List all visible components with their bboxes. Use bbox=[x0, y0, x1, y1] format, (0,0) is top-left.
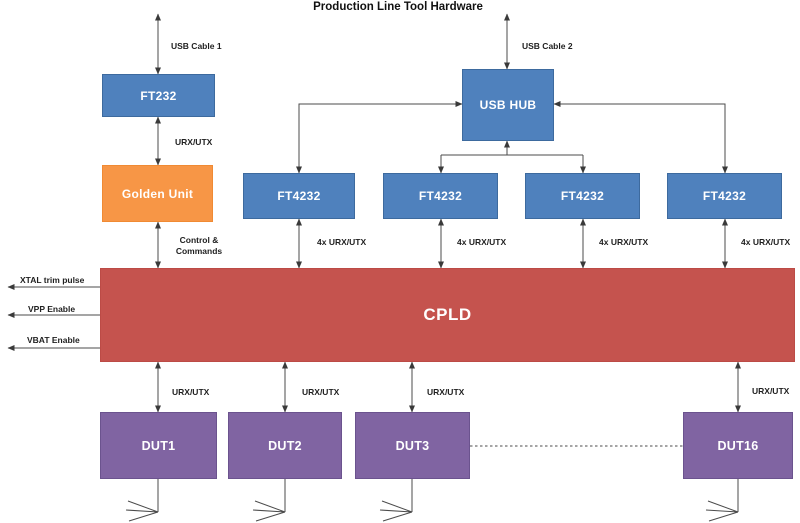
label-4x-urx-utx-3: 4x URX/UTX bbox=[599, 237, 649, 247]
node-ft232: FT232 bbox=[102, 74, 215, 117]
label-control-line1: Control & bbox=[179, 235, 219, 245]
label-vpp-enable: VPP Enable bbox=[28, 304, 76, 314]
label-urx-utx-dut3: URX/UTX bbox=[427, 387, 465, 397]
node-usb-hub: USB HUB bbox=[462, 69, 554, 141]
node-cpld: CPLD bbox=[100, 268, 795, 362]
label-usb-cable-2: USB Cable 2 bbox=[522, 41, 573, 51]
label-4x-urx-utx-2: 4x URX/UTX bbox=[457, 237, 507, 247]
node-ft4232-2: FT4232 bbox=[383, 173, 498, 219]
label-usb-cable-1: USB Cable 1 bbox=[171, 41, 222, 51]
ground-symbol-dut1 bbox=[125, 479, 159, 522]
diagram-title: Production Line Tool Hardware bbox=[313, 1, 483, 13]
node-golden-unit: Golden Unit bbox=[102, 165, 213, 222]
node-dut3: DUT3 bbox=[355, 412, 470, 479]
label-4x-urx-utx-1: 4x URX/UTX bbox=[317, 237, 367, 247]
label-vbat-enable: VBAT Enable bbox=[27, 335, 80, 345]
label-urx-utx-dut2: URX/UTX bbox=[302, 387, 340, 397]
ground-symbol-dut2 bbox=[252, 479, 286, 522]
label-control-line2: Commands bbox=[175, 246, 223, 256]
ground-symbol-dut16 bbox=[705, 479, 739, 522]
label-urx-utx-ft232: URX/UTX bbox=[175, 137, 213, 147]
node-ft4232-3: FT4232 bbox=[525, 173, 640, 219]
node-dut1: DUT1 bbox=[100, 412, 217, 479]
node-ft4232-1: FT4232 bbox=[243, 173, 355, 219]
label-control-commands: Control & Commands bbox=[170, 235, 228, 257]
label-4x-urx-utx-4: 4x URX/UTX bbox=[741, 237, 791, 247]
node-ft4232-4: FT4232 bbox=[667, 173, 782, 219]
node-dut16: DUT16 bbox=[683, 412, 793, 479]
ground-symbol-dut3 bbox=[379, 479, 413, 522]
edge-usbhub-ft4232-4 bbox=[553, 101, 728, 174]
label-urx-utx-dut1: URX/UTX bbox=[172, 387, 210, 397]
edge-usbhub-ft4232-1 bbox=[296, 101, 463, 174]
label-xtal-trim-pulse: XTAL trim pulse bbox=[20, 275, 85, 285]
label-urx-utx-dut16: URX/UTX bbox=[752, 386, 790, 396]
node-dut2: DUT2 bbox=[228, 412, 342, 479]
